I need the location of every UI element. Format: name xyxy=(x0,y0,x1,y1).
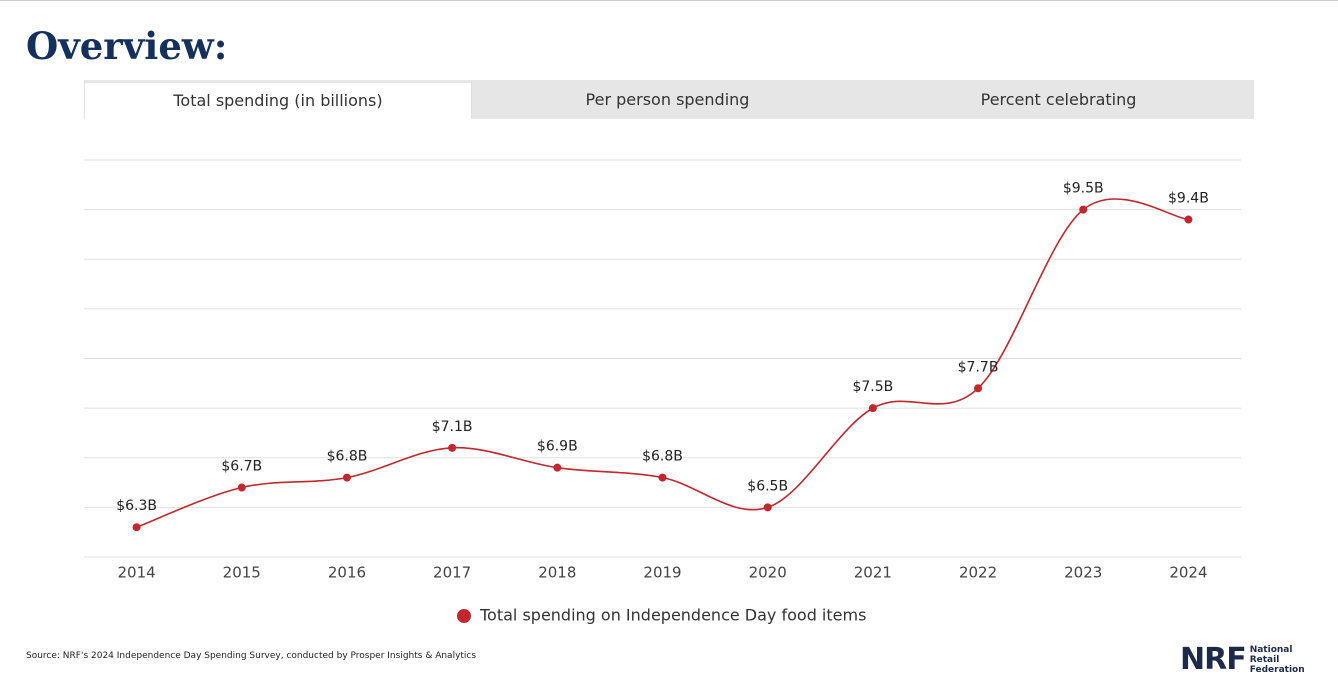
tab-bar: Total spending (in billions) Per person … xyxy=(84,80,1254,119)
x-tick-label: 2021 xyxy=(854,564,892,582)
x-tick-label: 2022 xyxy=(959,564,997,582)
chart: 2014 2015 2016 2017 2018 2019 2020 2021 2022 2023… xyxy=(84,159,1241,625)
x-tick-label: 2019 xyxy=(643,564,681,582)
x-tick-label: 2014 xyxy=(117,564,155,582)
tab[interactable]: Total spending (in billions) xyxy=(84,80,472,119)
data-label: $6.3B xyxy=(116,498,157,514)
line xyxy=(136,198,1189,528)
data-label: $9.5B xyxy=(1063,181,1104,197)
logo-mark: NRF xyxy=(1180,642,1247,677)
data-label: $6.8B xyxy=(642,449,683,465)
x-tick-label: 2024 xyxy=(1169,564,1207,582)
point xyxy=(763,503,772,512)
point xyxy=(1184,215,1193,224)
top-border xyxy=(0,0,1338,1)
x-tick-label: 2023 xyxy=(1064,564,1102,582)
source-note: Source: NRF's 2024 Independence Day Spen… xyxy=(26,651,477,661)
x-tick-label: 2020 xyxy=(749,564,787,582)
logo-line: National xyxy=(1249,644,1293,655)
data-label: $7.5B xyxy=(852,379,893,395)
x-tick-label: 2016 xyxy=(328,564,366,582)
logo-line: Retail xyxy=(1249,654,1280,665)
x-tick-label: 2015 xyxy=(223,564,261,582)
point xyxy=(448,443,457,452)
logo-line: Federation xyxy=(1249,664,1305,675)
data-label: $6.9B xyxy=(537,439,578,455)
tab[interactable]: Percent celebrating xyxy=(980,90,1137,109)
data-label: $7.1B xyxy=(432,419,473,435)
point xyxy=(132,523,141,532)
data-label: $6.5B xyxy=(747,478,788,494)
point xyxy=(974,384,983,393)
point xyxy=(868,404,877,413)
logo: NRF National Retail Federation xyxy=(1180,642,1305,677)
logo-text: National Retail Federation xyxy=(1250,645,1305,675)
point xyxy=(553,463,562,472)
legend-marker xyxy=(457,609,471,623)
x-tick-label: 2017 xyxy=(433,564,471,582)
data-label: $6.7B xyxy=(221,459,262,475)
point xyxy=(342,473,351,482)
point xyxy=(1079,205,1088,214)
tab[interactable]: Per person spending xyxy=(585,90,750,109)
data-label: $7.7B xyxy=(958,359,999,375)
data-label: $9.4B xyxy=(1168,191,1209,207)
x-tick-label: 2018 xyxy=(538,564,576,582)
legend-label: Total spending on Independence Day food … xyxy=(479,606,866,625)
page-title: Overview: xyxy=(26,24,228,68)
data-label: $6.8B xyxy=(327,449,368,465)
point xyxy=(237,483,246,492)
point xyxy=(658,473,667,482)
